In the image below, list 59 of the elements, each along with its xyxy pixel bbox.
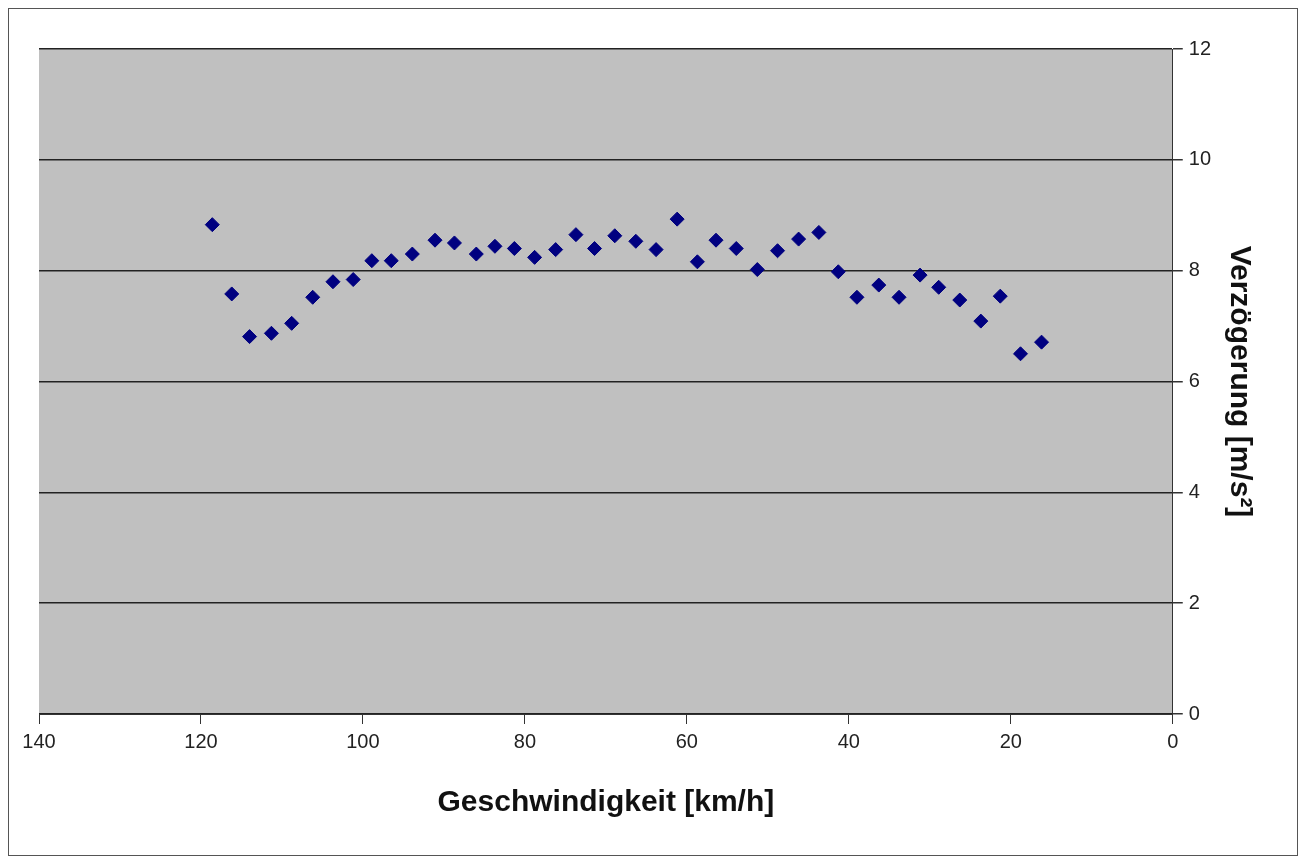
point [648,242,664,258]
point [830,264,846,280]
point [487,238,503,254]
x-tick-label: 100 [346,729,380,752]
x-tick-label: 80 [513,729,537,752]
point [527,249,543,265]
point [791,231,807,247]
point [568,227,584,243]
point [992,288,1008,304]
point [749,262,765,278]
y-tick-label: 0 [1188,701,1200,724]
point [669,211,685,227]
point [446,235,462,251]
point [404,246,420,262]
x-tick-label: 120 [184,729,218,752]
point [548,242,564,258]
x-tick-label: 20 [999,729,1022,752]
point [468,246,484,262]
point [242,329,258,345]
point [325,274,341,290]
x-tick-label: 140 [22,729,56,752]
point [204,217,220,233]
point [952,292,968,308]
point [770,243,786,259]
y-tick-label: 2 [1188,590,1200,613]
y-tick-label: 12 [1188,36,1211,59]
point [628,233,644,249]
y-tick-label: 4 [1188,479,1200,502]
y-axis-title: Verzögerung [m/s²] [1224,245,1258,518]
point [871,277,887,293]
point [849,289,865,305]
x-tick-label: 0 [1167,729,1179,752]
point [587,241,603,256]
point [689,254,705,270]
point [728,241,744,256]
point [506,241,522,256]
y-tick-label: 8 [1188,258,1200,281]
point [263,325,279,341]
point [811,224,827,240]
point [891,289,907,305]
point [973,313,989,329]
x-axis-title: Geschwindigkeit [km/h] [437,784,775,818]
point [305,289,321,305]
x-tick-label: 40 [837,729,860,752]
point [224,286,240,302]
point [284,315,300,331]
point [931,279,947,295]
point [1034,334,1050,350]
point [364,253,380,269]
point [912,267,928,283]
x-tick-label: 60 [675,729,698,752]
point [345,272,361,288]
point [607,228,623,244]
y-tick-label: 10 [1188,147,1211,170]
point [427,232,443,248]
point [708,232,724,248]
point [1013,346,1029,362]
point [383,253,399,269]
y-tick-label: 6 [1188,369,1200,392]
